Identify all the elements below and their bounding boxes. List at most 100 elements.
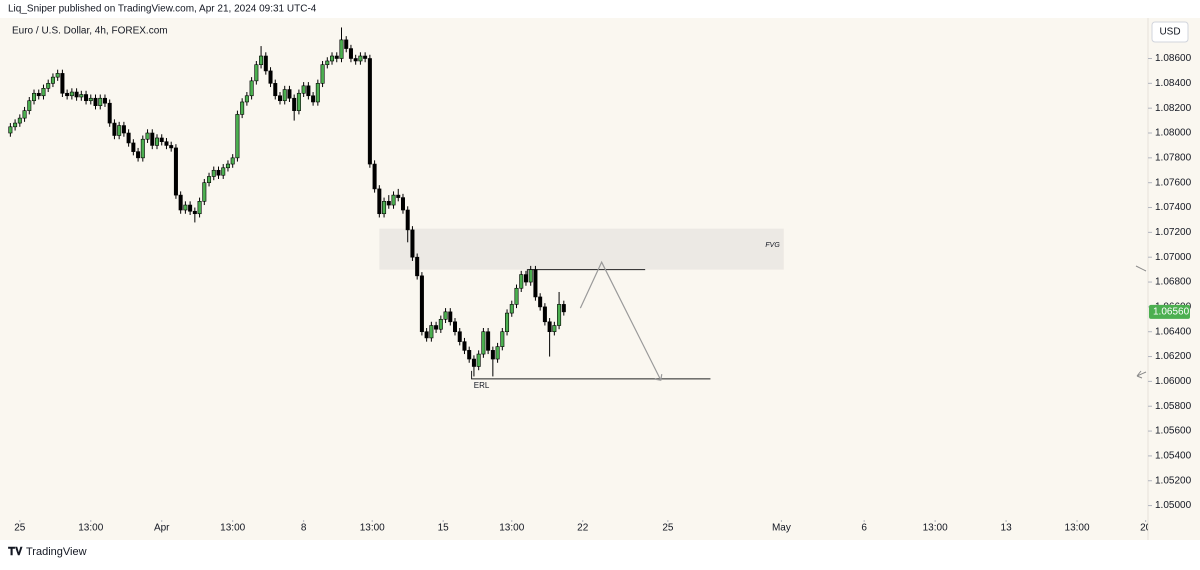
- candle-body: [429, 325, 434, 339]
- candle-body: [561, 304, 566, 313]
- candle-body: [13, 122, 18, 128]
- candle-body: [424, 331, 429, 339]
- candle-body: [259, 55, 264, 66]
- x-tick-label: 20: [1140, 523, 1152, 534]
- candle-body: [36, 92, 41, 97]
- candle-body: [140, 138, 145, 159]
- edge-arrows: [1135, 265, 1147, 379]
- candle-body: [457, 331, 462, 342]
- candle-body: [41, 88, 46, 97]
- candle-body: [50, 76, 55, 84]
- y-tick-label: 1.08600: [1155, 53, 1192, 64]
- candle-body: [434, 325, 439, 330]
- candle-body: [405, 209, 410, 231]
- x-tick-label: Apr: [154, 523, 170, 534]
- y-tick-label: 1.05200: [1155, 475, 1192, 486]
- candle-body: [173, 147, 178, 196]
- candle-body: [207, 176, 212, 183]
- candle-body: [367, 58, 372, 165]
- currency-label[interactable]: USD: [1159, 27, 1180, 38]
- y-tick-label: 1.06800: [1155, 277, 1192, 288]
- candle-body: [386, 201, 391, 206]
- candle-body: [65, 92, 70, 97]
- candle-body: [306, 85, 311, 97]
- candle-body: [363, 55, 368, 59]
- candle-body: [330, 55, 335, 62]
- candle-body: [528, 269, 533, 283]
- fvg-label: FVG: [765, 242, 780, 249]
- candle-body: [225, 163, 230, 169]
- candle-body: [240, 101, 245, 115]
- x-tick-label: 22: [577, 523, 589, 534]
- candle-body: [410, 229, 415, 258]
- last-price-tag: [1149, 304, 1190, 319]
- candle-body: [344, 39, 349, 49]
- candle-body: [84, 94, 89, 102]
- y-tick-label: 1.07600: [1155, 177, 1192, 188]
- candle-body: [126, 132, 131, 144]
- candle-body: [438, 318, 443, 330]
- plot-area: 25 13:00 Apr 13:00 8 13:00 15 13:00 22 25 May 6 13:0…: [8, 27, 1152, 534]
- candle-body: [533, 269, 538, 298]
- y-tick-label: 1.07200: [1155, 227, 1192, 238]
- candle-body: [325, 60, 330, 66]
- x-tick-label: 13:00: [499, 523, 524, 534]
- candle-body: [69, 91, 74, 97]
- candle-body: [74, 91, 79, 98]
- candle-body: [8, 126, 13, 134]
- y-tick-label: 1.05600: [1155, 426, 1192, 437]
- x-tick-label: 8: [301, 523, 307, 534]
- candle-body: [490, 350, 495, 360]
- y-tick-label: 1.06200: [1155, 351, 1192, 362]
- y-tick-label: 1.06400: [1155, 326, 1192, 337]
- candle-body: [462, 341, 467, 351]
- x-tick-label: 13:00: [78, 523, 103, 534]
- candle-body: [244, 95, 249, 103]
- candle-body: [131, 142, 136, 152]
- x-tick-label: 25: [662, 523, 674, 534]
- y-tick-label: 1.06000: [1155, 376, 1192, 387]
- candle-body: [32, 92, 37, 102]
- x-tick-label: 13:00: [220, 523, 245, 534]
- y-tick-label: 1.07000: [1155, 252, 1192, 263]
- candle-body: [471, 358, 476, 367]
- candle-body: [79, 94, 84, 98]
- candle-body: [98, 97, 103, 106]
- x-tick-label: 15: [438, 523, 450, 534]
- candle-body: [320, 64, 325, 84]
- candle-body: [353, 58, 358, 62]
- candle-body: [60, 73, 65, 94]
- candle-body: [453, 321, 458, 333]
- price-axis: 1.05000 1.05200 1.05400 1.05600 1.05800 1.060…: [1148, 53, 1192, 511]
- candle-body: [377, 188, 382, 215]
- candle-body: [178, 194, 183, 211]
- y-tick-label: 1.05000: [1155, 500, 1192, 511]
- y-tick-label: 1.07400: [1155, 202, 1192, 213]
- erl-label: ERL: [474, 381, 490, 390]
- candle-body: [372, 163, 377, 190]
- candle-body: [448, 311, 453, 323]
- candle-body: [55, 73, 60, 78]
- candle-body: [505, 312, 510, 333]
- candle-body: [216, 169, 221, 176]
- brand-name: TradingView: [26, 546, 87, 558]
- candle-body: [117, 125, 122, 136]
- candle-body: [282, 89, 287, 102]
- candle-body: [292, 97, 297, 111]
- currency-button[interactable]: [1151, 21, 1189, 43]
- publish-info: Liq_Sniper published on TradingView.com,…: [8, 4, 317, 15]
- candle-body: [415, 256, 420, 277]
- candle-body: [500, 331, 505, 347]
- candle-body: [391, 194, 396, 206]
- candle-body: [467, 350, 472, 360]
- candle-body: [150, 132, 155, 146]
- projection-path: [579, 260, 662, 381]
- erl-line: [471, 370, 711, 380]
- candle-body: [486, 331, 491, 351]
- candle-body: [268, 70, 273, 84]
- x-tick-label: 13:00: [1065, 523, 1090, 534]
- candle-body: [419, 275, 424, 333]
- y-tick-label: 1.07800: [1155, 152, 1192, 163]
- candle-body: [221, 167, 226, 176]
